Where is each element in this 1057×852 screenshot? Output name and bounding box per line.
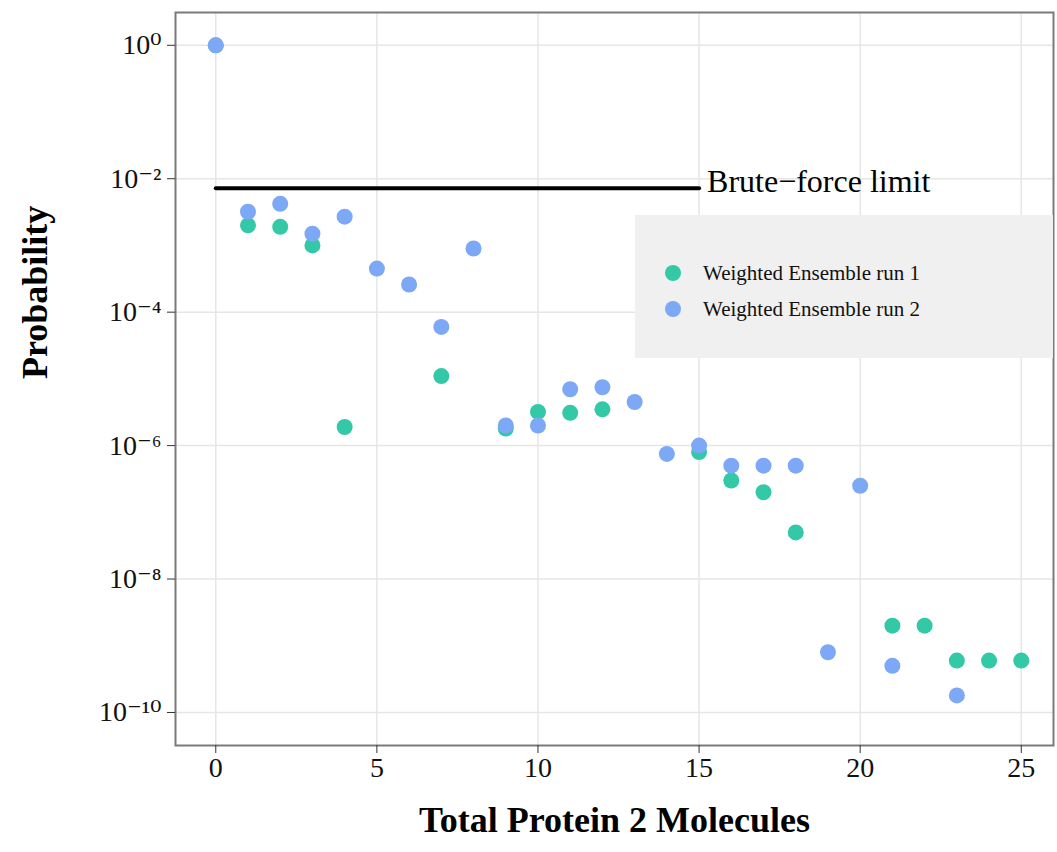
svg-text:Total Protein 2 Molecules: Total Protein 2 Molecules (419, 800, 810, 840)
svg-text:Probability: Probability (15, 206, 55, 379)
html-text:Weighted Ensemble run 1: Weighted Ensemble run 1 (703, 260, 920, 285)
svg-text:10⁻¹⁰: 10⁻¹⁰ (99, 696, 161, 727)
html-text:Weighted Ensemble run 2: Weighted Ensemble run 2 (703, 296, 920, 321)
svg-text:Brute−force limit: Brute−force limit (707, 163, 930, 199)
svg-text:10⁻²: 10⁻² (110, 163, 161, 194)
svg-text:25: 25 (1007, 752, 1035, 783)
svg-text:10⁻⁸: 10⁻⁸ (109, 563, 162, 594)
svg-text:0: 0 (209, 752, 223, 783)
svg-text:10⁻⁶: 10⁻⁶ (109, 430, 162, 461)
svg-text:15: 15 (685, 752, 713, 783)
svg-text:10⁰: 10⁰ (122, 29, 161, 60)
svg-text:10: 10 (524, 752, 552, 783)
svg-text:5: 5 (370, 752, 384, 783)
svg-text:10⁻⁴: 10⁻⁴ (109, 296, 162, 327)
svg-text:20: 20 (846, 752, 874, 783)
